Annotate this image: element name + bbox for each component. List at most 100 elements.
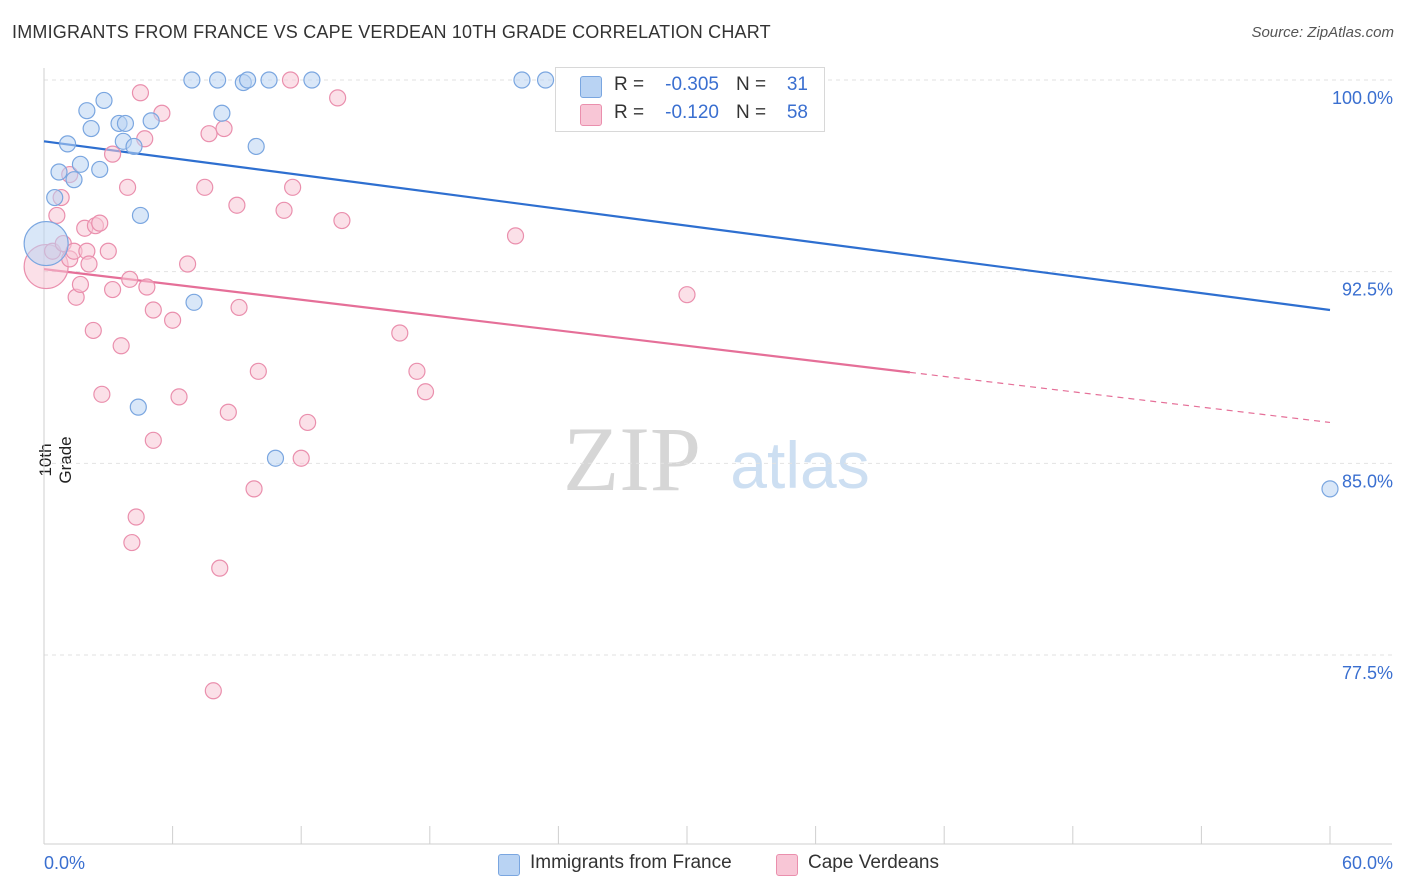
watermark-zip: ZIP bbox=[563, 408, 701, 510]
data-point-pink bbox=[48, 206, 66, 225]
data-point-pink bbox=[391, 324, 409, 342]
stats-legend: R = -0.305 N = 31 R = -0.120 N = 58 bbox=[555, 67, 825, 132]
data-point-pink bbox=[228, 196, 246, 214]
gridlines bbox=[44, 79, 1392, 656]
n-label: N = bbox=[736, 102, 767, 123]
data-point-blue bbox=[266, 449, 285, 467]
data-point-pink bbox=[93, 385, 111, 403]
watermark-atlas: atlas bbox=[730, 428, 869, 502]
n-label: N = bbox=[736, 74, 767, 95]
data-point-pink bbox=[127, 508, 145, 526]
data-point-pink bbox=[138, 278, 156, 296]
data-point-blue bbox=[65, 171, 83, 189]
axes bbox=[43, 68, 1392, 845]
data-point-blue bbox=[239, 71, 257, 89]
data-point-blue bbox=[82, 119, 100, 138]
data-point-pink bbox=[678, 286, 696, 304]
data-point-pink bbox=[112, 337, 130, 355]
legend-swatch-blue bbox=[580, 76, 602, 98]
data-point-pink bbox=[103, 145, 122, 163]
data-point-blue bbox=[125, 137, 143, 156]
data-point-blue bbox=[260, 71, 278, 89]
trend-line-extension-pink bbox=[909, 371, 1331, 424]
data-point-blue bbox=[213, 104, 231, 122]
y-tick-label: 77.5% bbox=[1342, 663, 1393, 683]
legend-label: Cape Verdeans bbox=[808, 852, 939, 873]
data-point-pink bbox=[408, 362, 426, 380]
data-point-pink bbox=[99, 242, 117, 260]
data-point-pink bbox=[299, 413, 317, 432]
data-point-blue bbox=[58, 135, 77, 153]
data-point-blue bbox=[303, 71, 321, 89]
data-point-blue bbox=[247, 137, 265, 156]
data-point-pink bbox=[284, 178, 302, 196]
data-point-pink bbox=[118, 178, 137, 196]
data-point-blue bbox=[1321, 480, 1339, 498]
y-tick-label: 85.0% bbox=[1342, 471, 1393, 491]
data-point-blue bbox=[129, 398, 147, 416]
r-label: R = bbox=[614, 74, 645, 95]
data-point-pink bbox=[275, 201, 293, 219]
stats-legend-row-cape-verdean: R = -0.120 N = 58 bbox=[556, 100, 824, 128]
data-point-pink bbox=[200, 125, 218, 143]
data-point-blue bbox=[23, 220, 69, 267]
data-point-blue bbox=[71, 155, 90, 173]
data-point-pink bbox=[121, 270, 139, 288]
n-value: 58 bbox=[786, 102, 808, 123]
data-point-blue bbox=[183, 71, 201, 89]
data-point-pink bbox=[215, 119, 233, 138]
data-point-pink bbox=[211, 559, 229, 577]
data-point-pink bbox=[131, 84, 150, 102]
r-value: -0.305 bbox=[665, 74, 719, 95]
data-point-blue bbox=[513, 71, 531, 89]
n-value: 31 bbox=[786, 74, 808, 95]
series-legend: Immigrants from France Cape Verdeans bbox=[0, 852, 1406, 878]
data-point-pink bbox=[144, 431, 162, 449]
data-point-pink bbox=[281, 71, 300, 89]
x-tick-label-right: 60.0% bbox=[1342, 853, 1393, 873]
chart-title: IMMIGRANTS FROM FRANCE VS CAPE VERDEAN 1… bbox=[12, 22, 771, 42]
data-point-pink bbox=[80, 255, 98, 273]
data-point-pink bbox=[506, 227, 525, 245]
x-tick-labels: 0.0% 60.0% bbox=[44, 853, 1393, 873]
r-label: R = bbox=[614, 102, 645, 123]
data-point-pink bbox=[333, 211, 351, 230]
data-point-pink bbox=[179, 255, 197, 273]
data-point-pink bbox=[84, 321, 102, 340]
data-point-blue bbox=[46, 188, 64, 207]
data-point-pink bbox=[71, 275, 90, 294]
data-point-pink bbox=[123, 533, 141, 552]
data-point-pink bbox=[249, 362, 267, 380]
data-point-blue bbox=[185, 293, 203, 311]
r-value: -0.120 bbox=[665, 102, 719, 123]
y-tick-labels: 100.0% 92.5% 85.0% 77.5% bbox=[1332, 88, 1393, 683]
data-point-pink bbox=[170, 388, 188, 406]
data-point-blue bbox=[116, 114, 135, 133]
data-point-blue bbox=[131, 206, 150, 225]
data-point-pink bbox=[164, 311, 182, 329]
data-point-pink bbox=[196, 178, 214, 196]
legend-swatch-blue bbox=[498, 854, 520, 876]
legend-swatch-pink bbox=[776, 854, 798, 876]
source-label: Source: ZipAtlas.com bbox=[1251, 24, 1394, 41]
trend-line-blue bbox=[43, 140, 1331, 312]
trend-lines bbox=[43, 140, 1331, 424]
legend-label: Immigrants from France bbox=[530, 852, 732, 873]
y-tick-label: 92.5% bbox=[1342, 280, 1393, 300]
trend-line-pink bbox=[43, 268, 911, 374]
data-point-pink bbox=[292, 449, 310, 467]
data-point-pink bbox=[204, 682, 222, 700]
data-point-pink bbox=[329, 89, 347, 107]
x-tick-label-left: 0.0% bbox=[44, 853, 85, 873]
data-point-pink bbox=[144, 301, 162, 319]
data-point-blue bbox=[50, 163, 68, 181]
watermark: ZIP atlas bbox=[563, 408, 870, 510]
data-point-blue bbox=[78, 102, 96, 120]
data-point-pink bbox=[103, 280, 122, 299]
data-point-blue bbox=[142, 112, 160, 130]
data-point-pink bbox=[416, 383, 435, 401]
data-point-blue bbox=[209, 71, 227, 89]
data-point-blue bbox=[95, 91, 113, 110]
data-point-blue bbox=[536, 71, 555, 89]
